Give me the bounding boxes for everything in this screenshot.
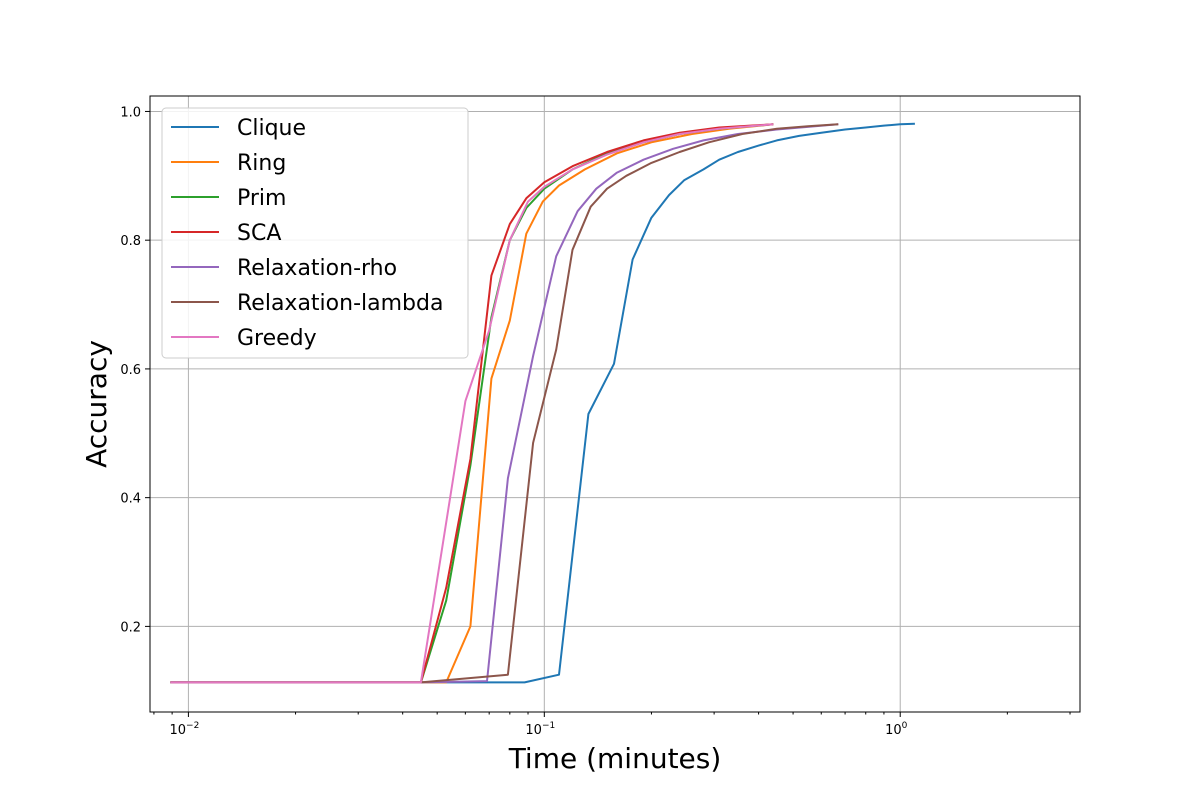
series-lines (170, 122, 915, 684)
x-tick-label: 100 (885, 721, 908, 738)
y-tick-label: 0.6 (120, 363, 141, 378)
y-tick-label: 0.4 (120, 492, 141, 507)
legend-label: Prim (237, 186, 286, 211)
x-tick-mantissa: 10 (885, 723, 902, 738)
y-tick-label: 1.0 (120, 105, 141, 120)
x-tick-label: 10−2 (169, 721, 199, 738)
series-line-sca (170, 123, 774, 684)
series-line-greedy (170, 123, 774, 684)
plot-frame (149, 95, 1081, 713)
legend-label: SCA (237, 221, 281, 246)
legend-label: Greedy (237, 326, 317, 351)
series-line-clique (170, 122, 915, 684)
x-axis-label: Time (minutes) (508, 742, 722, 775)
x-tick-mantissa: 10 (169, 723, 186, 738)
series-line-ring (170, 123, 774, 684)
y-tick-label: 0.2 (120, 620, 141, 635)
x-tick-exponent: −1 (542, 721, 555, 731)
series-line-relaxation-lambda (170, 123, 839, 684)
x-tick-mantissa: 10 (525, 723, 542, 738)
legend-label: Relaxation-rho (237, 256, 397, 281)
legend-label: Ring (237, 151, 286, 176)
legend-label: Relaxation-lambda (237, 291, 443, 316)
y-tick-label: 0.8 (120, 234, 141, 249)
x-tick-label: 10−1 (525, 721, 555, 738)
x-tick-exponent: −2 (186, 721, 199, 731)
x-tick-exponent: 0 (902, 721, 908, 731)
legend: Clique Ring Prim SCA Relaxation-rho Relaxatio… (161, 107, 469, 359)
y-axis-label: Accuracy (80, 340, 113, 468)
legend-box (161, 107, 469, 359)
legend-label: Clique (237, 116, 306, 141)
